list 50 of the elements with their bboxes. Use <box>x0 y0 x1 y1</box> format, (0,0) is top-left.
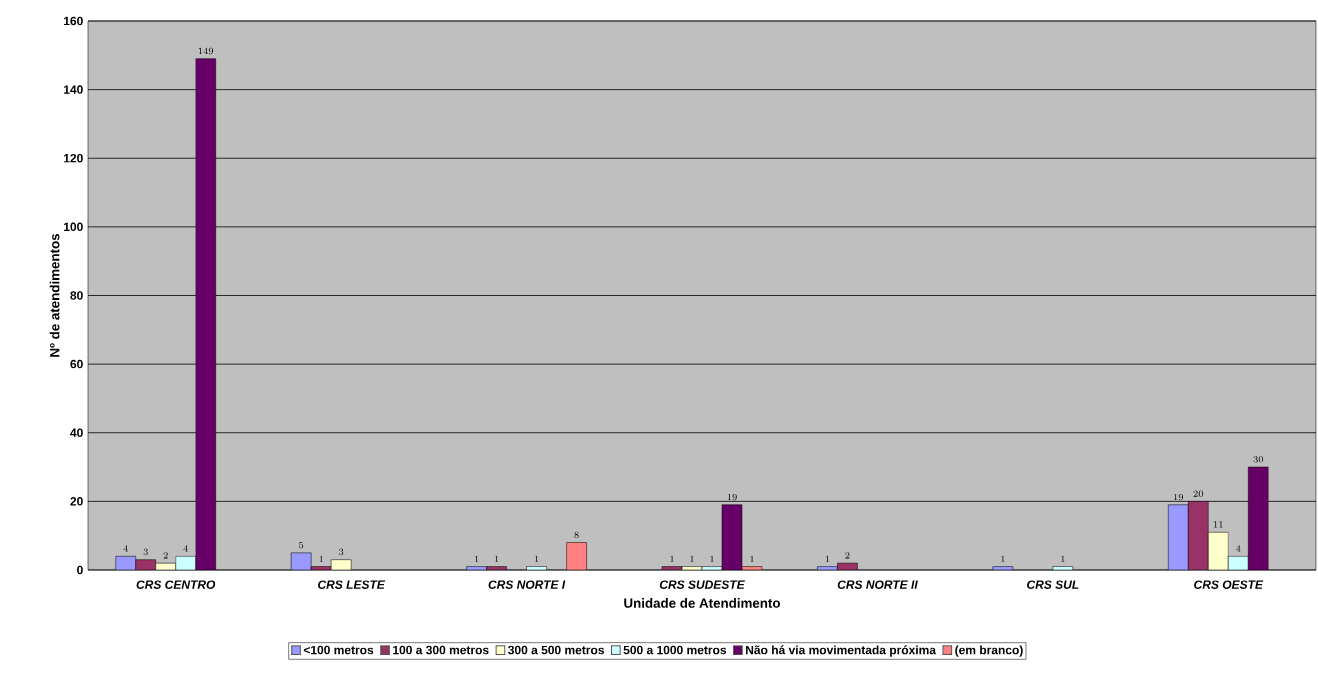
data-label: 2 <box>845 552 850 559</box>
legend-label: <100 metros <box>303 645 374 655</box>
data-label: 1 <box>319 555 323 562</box>
x-axis-title: Unidade de Atendimento <box>624 598 780 608</box>
y-tick-label: 100 <box>64 222 83 232</box>
data-label: 4 <box>183 545 188 552</box>
data-label: 30 <box>1253 456 1264 463</box>
x-tick-label: CRS LESTE <box>318 580 386 589</box>
data-label: 1 <box>494 555 499 562</box>
x-tick-label: CRS NORTE II <box>837 580 918 589</box>
y-tick-label: 80 <box>70 291 83 300</box>
data-label: 3 <box>338 548 344 556</box>
data-label: 149 <box>198 47 214 55</box>
data-label: 1 <box>690 555 694 562</box>
legend-label: 500 a 1000 metros <box>623 645 727 655</box>
data-label: 4 <box>1235 545 1241 552</box>
y-tick-label: 160 <box>64 16 83 26</box>
data-label: 1 <box>825 555 830 562</box>
x-tick-label: CRS OESTE <box>1194 580 1264 589</box>
x-tick-label: CRS NORTE I <box>488 580 566 589</box>
y-tick-label: 0 <box>77 565 83 575</box>
data-label: 1 <box>710 555 714 562</box>
data-label: 1 <box>1001 555 1005 562</box>
x-tick-label: CRS SUL <box>1027 580 1079 589</box>
data-label: 1 <box>474 555 479 562</box>
data-label: 1 <box>534 555 539 562</box>
data-label: 4 <box>123 545 128 552</box>
data-label: 20 <box>1193 490 1204 497</box>
legend-label: Não há via movimentada próxima <box>746 645 937 657</box>
data-label: 1 <box>1061 555 1065 562</box>
y-tick-label: 40 <box>70 428 83 437</box>
x-tick-label: CRS SUDESTE <box>659 580 745 589</box>
y-tick-label: 60 <box>70 359 83 369</box>
data-label: 11 <box>1213 521 1223 528</box>
data-label: 1 <box>750 555 754 562</box>
y-axis-title: Nº de atendimentos <box>49 233 60 357</box>
legend-label: 300 a 500 metros <box>508 645 605 655</box>
data-label: 2 <box>163 552 168 559</box>
legend-label: (em branco) <box>955 645 1023 657</box>
x-tick-label: CRS CENTRO <box>136 580 216 589</box>
y-tick-label: 20 <box>70 497 83 506</box>
y-tick-label: 120 <box>64 153 83 163</box>
data-label: 19 <box>727 493 737 501</box>
data-label: 8 <box>574 531 579 539</box>
data-label: 5 <box>299 541 304 549</box>
y-tick-label: 140 <box>64 85 83 94</box>
data-label: 3 <box>143 548 148 556</box>
data-label: 1 <box>670 555 674 562</box>
data-label: 19 <box>1173 493 1184 501</box>
legend-label: 100 a 300 metros <box>393 645 489 655</box>
